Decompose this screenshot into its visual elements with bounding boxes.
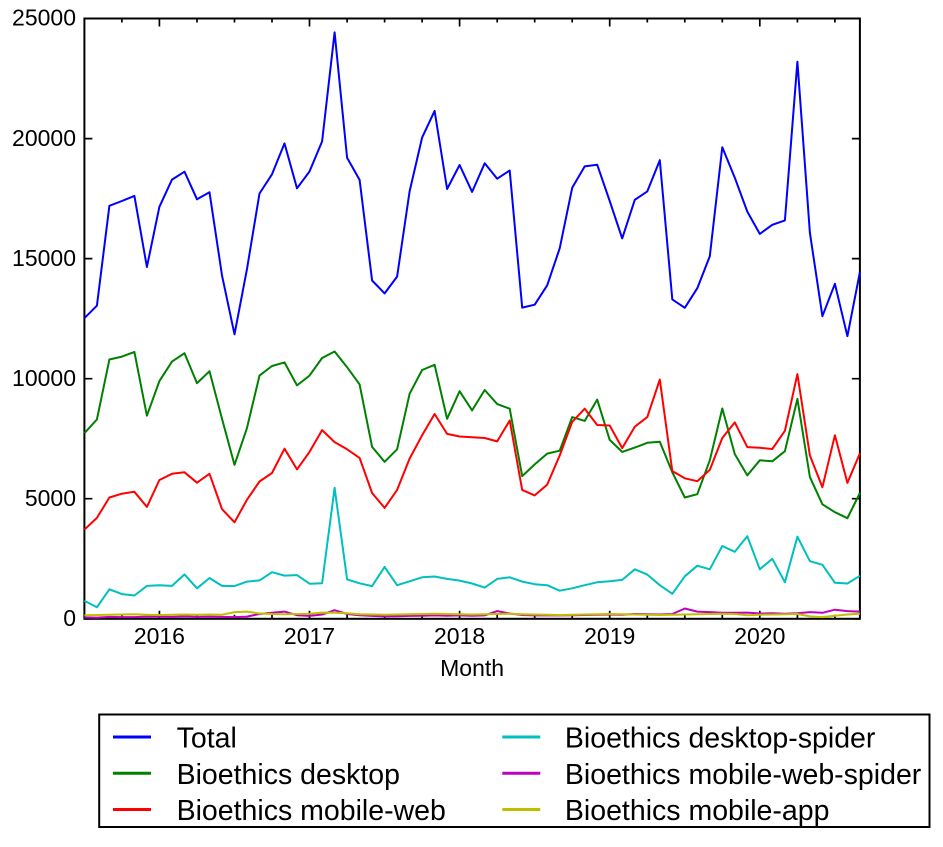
svg-text:20000: 20000 bbox=[12, 125, 76, 151]
svg-text:2019: 2019 bbox=[584, 623, 635, 649]
svg-text:2018: 2018 bbox=[434, 623, 485, 649]
svg-text:Bioethics mobile-web-spider: Bioethics mobile-web-spider bbox=[565, 759, 922, 791]
svg-text:Bioethics desktop-spider: Bioethics desktop-spider bbox=[565, 723, 876, 755]
svg-text:Bioethics mobile-app: Bioethics mobile-app bbox=[565, 795, 830, 827]
svg-text:Total: Total bbox=[177, 723, 237, 755]
svg-text:5000: 5000 bbox=[25, 485, 76, 511]
svg-text:0: 0 bbox=[63, 605, 76, 631]
svg-text:2016: 2016 bbox=[134, 623, 185, 649]
svg-text:2017: 2017 bbox=[284, 623, 335, 649]
svg-text:25000: 25000 bbox=[12, 5, 76, 31]
svg-text:Bioethics desktop: Bioethics desktop bbox=[177, 759, 400, 791]
svg-text:Bioethics mobile-web: Bioethics mobile-web bbox=[177, 795, 446, 827]
svg-text:10000: 10000 bbox=[12, 365, 76, 391]
svg-text:2020: 2020 bbox=[734, 623, 785, 649]
svg-text:15000: 15000 bbox=[12, 245, 76, 271]
svg-text:Month: Month bbox=[440, 655, 504, 681]
